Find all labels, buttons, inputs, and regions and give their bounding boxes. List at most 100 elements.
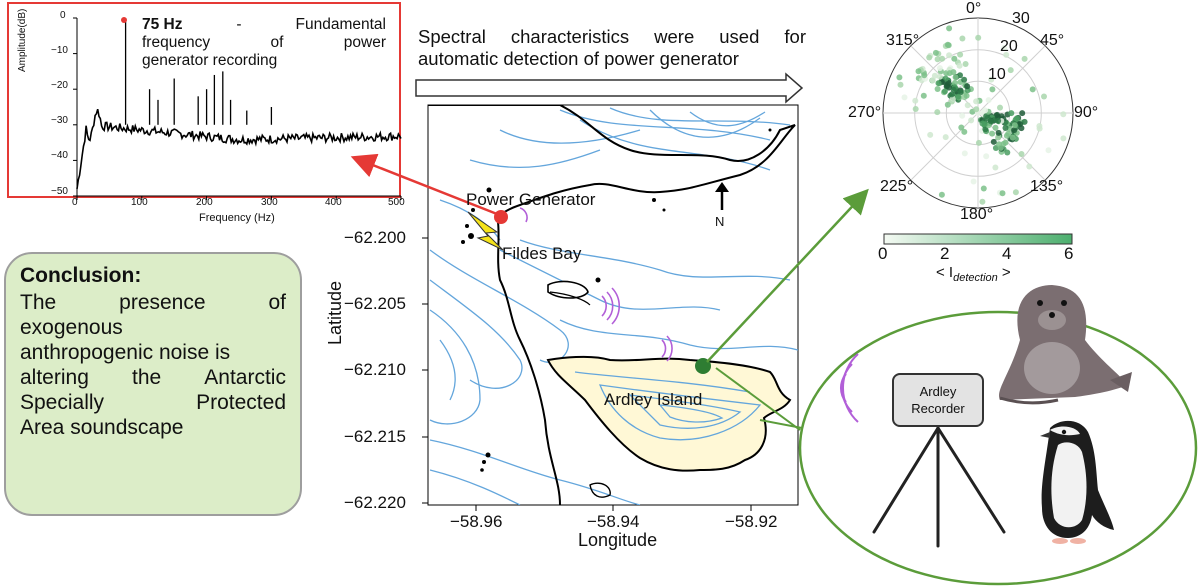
polar-point xyxy=(942,134,949,141)
polar-angle-label: 45° xyxy=(1040,32,1065,49)
habitat-illustration xyxy=(798,285,1198,586)
polar-point xyxy=(946,70,953,77)
polar-point xyxy=(926,54,933,61)
ardley-recorder-box: Ardley Recorder xyxy=(892,373,984,427)
power-generator-marker xyxy=(494,210,508,224)
polar-point xyxy=(912,106,919,112)
polar-point xyxy=(968,117,975,124)
annotation-word: Fundamental xyxy=(295,16,386,33)
peak-marker xyxy=(121,17,127,23)
polar-point xyxy=(944,101,951,108)
colorbar-tick: 2 xyxy=(940,244,950,263)
conclusion-word: The xyxy=(20,291,57,314)
green-link-arrow xyxy=(706,188,869,363)
power-generator-label: Power Generator xyxy=(466,190,596,209)
polar-angle-label: 180° xyxy=(960,206,994,223)
polar-point xyxy=(962,61,969,67)
colorbar-label-main: < I xyxy=(936,264,954,281)
polar-point xyxy=(957,51,964,58)
polar-point xyxy=(1008,110,1015,117)
polar-point xyxy=(950,86,957,93)
polar-point xyxy=(952,74,959,81)
polar-point xyxy=(995,117,1002,124)
conclusion-word: of xyxy=(268,291,286,314)
polar-point xyxy=(992,164,999,171)
caption-word: for xyxy=(784,26,806,47)
colorbar-label-sub: detection xyxy=(953,272,998,284)
polar-point xyxy=(999,190,1006,197)
conclusion-word: presence xyxy=(119,291,206,314)
polar-point xyxy=(1021,55,1028,62)
map-ytick: −62.200 xyxy=(344,228,406,247)
polar-point xyxy=(1003,132,1010,139)
polar-point xyxy=(931,72,938,79)
lightning-bolt-icon xyxy=(467,211,504,251)
polar-point xyxy=(1007,67,1014,74)
spec-xtick: 0 xyxy=(72,197,78,208)
map-ytick: −62.215 xyxy=(344,427,406,446)
map-ytick: −62.220 xyxy=(344,493,406,512)
polar-radial-label: 20 xyxy=(1000,38,1018,55)
polar-point xyxy=(979,198,986,205)
annotation-word: power xyxy=(343,34,386,51)
conclusion-word: the xyxy=(131,366,162,389)
polar-point xyxy=(915,68,922,75)
process-arrow xyxy=(415,72,804,104)
polar-point xyxy=(957,89,964,96)
polar-point xyxy=(1011,127,1018,134)
polar-point xyxy=(1019,110,1026,117)
colorbar-label: < Idetection > xyxy=(936,264,1011,284)
spectrum-panel: Amplitude(dB) Frequency (Hz) xyxy=(7,2,402,224)
polar-point xyxy=(997,104,1003,111)
map-xlabel: Longitude xyxy=(578,530,658,550)
polar-point xyxy=(896,74,903,81)
polar-point xyxy=(927,131,934,138)
spec-ytick: −20 xyxy=(51,80,68,91)
polar-point xyxy=(942,75,949,82)
spectrum-annotation: 75 Hz - Fundamental frequency of power g… xyxy=(142,16,386,70)
polar-point xyxy=(1001,45,1008,51)
polar-point xyxy=(944,83,950,89)
conclusion-line: Area soundscape xyxy=(20,416,184,439)
caption-word: Spectral xyxy=(418,26,486,47)
polar-point xyxy=(921,72,928,79)
polar-point xyxy=(959,35,966,42)
polar-point xyxy=(959,112,966,119)
polar-point xyxy=(958,124,965,131)
recorder-line2: Recorder xyxy=(911,401,965,416)
polar-point xyxy=(970,178,977,185)
annotation-line3: generator recording xyxy=(142,52,278,69)
polar-point xyxy=(989,130,996,137)
colorbar-label-end: > xyxy=(997,264,1011,281)
polar-radial-label: 10 xyxy=(988,66,1006,83)
polar-point xyxy=(1011,122,1018,129)
polar-point xyxy=(1014,115,1020,122)
polar-point xyxy=(939,55,946,62)
polar-point xyxy=(988,76,995,83)
polar-point xyxy=(1021,118,1028,125)
caption-word: characteristics xyxy=(510,26,630,47)
conclusion-word: Protected xyxy=(196,391,286,414)
polar-point xyxy=(973,106,980,113)
ardley-island-label: Ardley Island xyxy=(604,390,703,409)
polar-point xyxy=(1060,135,1067,142)
colorbar-tick: 4 xyxy=(1002,244,1012,263)
spec-xtick: 100 xyxy=(131,197,148,208)
conclusion-line: anthropogenic noise is xyxy=(20,341,231,364)
polar-point xyxy=(934,56,941,63)
polar-point xyxy=(1029,86,1036,93)
caption-line2: automatic detection of power generator xyxy=(418,48,739,69)
polar-point xyxy=(1026,163,1033,170)
colorbar xyxy=(883,233,1073,245)
map-xtick: −58.96 xyxy=(450,512,503,531)
spec-ytick: −10 xyxy=(51,45,68,56)
polar-angle-label: 135° xyxy=(1030,178,1064,195)
polar-point xyxy=(981,121,988,128)
conclusion-word: Specially xyxy=(20,391,105,414)
polar-point xyxy=(997,144,1004,151)
polar-point xyxy=(934,109,941,116)
polar-point xyxy=(975,139,982,146)
penguin-illustration xyxy=(1040,420,1114,544)
fildes-bay-label: Fildes Bay xyxy=(502,244,582,263)
